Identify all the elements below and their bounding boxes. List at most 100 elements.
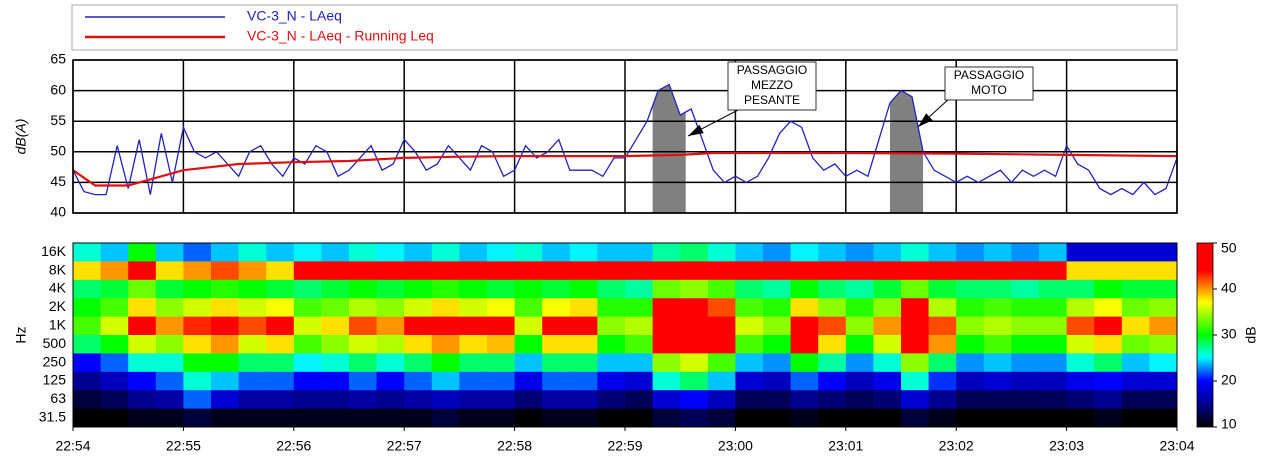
heat-cell: [73, 353, 102, 373]
heat-cell: [404, 335, 433, 354]
heat-cell: [928, 390, 957, 410]
heat-cell: [680, 298, 709, 318]
heat-cell: [1094, 353, 1123, 373]
heat-cell: [459, 408, 488, 428]
heat-cell: [128, 243, 157, 262]
heat-cell: [928, 408, 957, 428]
heat-cell: [211, 298, 240, 318]
heat-cell: [873, 279, 902, 299]
heat-cell: [431, 243, 460, 262]
line-series: [72, 151, 1178, 187]
heat-cell: [183, 353, 212, 373]
y-tick-label: 55: [50, 112, 66, 128]
heat-cell: [128, 298, 157, 318]
heat-cell: [266, 279, 295, 299]
heat-cell: [100, 243, 129, 262]
heat-cell: [790, 390, 819, 410]
y-tick-label: 2K: [49, 298, 67, 314]
heat-cell: [1094, 408, 1123, 428]
heat-cell: [569, 261, 598, 281]
heat-cell: [321, 353, 350, 373]
x-tick-label: 22:56: [276, 438, 311, 454]
heat-cell: [349, 261, 378, 281]
heat-cell: [597, 335, 626, 354]
heat-cell: [266, 316, 295, 336]
heat-cell: [652, 243, 681, 262]
y-tick-label: 60: [50, 81, 66, 97]
heat-cell: [514, 298, 543, 318]
heat-cell: [293, 298, 322, 318]
heat-cell: [1094, 335, 1123, 354]
x-tick-label: 23:03: [1049, 438, 1084, 454]
heat-cell: [542, 261, 571, 281]
heat-cell: [73, 335, 102, 354]
heat-cell: [625, 353, 654, 373]
heat-cell: [1121, 353, 1150, 373]
heat-cell: [238, 353, 267, 373]
heat-cell: [404, 371, 433, 391]
heat-cell: [1039, 390, 1068, 410]
heat-cell: [349, 371, 378, 391]
plot-frame: [72, 59, 1178, 214]
heat-cell: [376, 279, 405, 299]
heat-cell: [266, 335, 295, 354]
heat-cell: [983, 335, 1012, 354]
heat-cell: [238, 279, 267, 299]
heat-cell: [625, 390, 654, 410]
heat-cell: [542, 279, 571, 299]
heat-cell: [625, 279, 654, 299]
heat-cell: [211, 279, 240, 299]
heat-cell: [266, 243, 295, 262]
heat-cell: [266, 408, 295, 428]
heat-cell: [514, 408, 543, 428]
heat-cell: [818, 243, 847, 262]
heat-cell: [845, 335, 874, 354]
heat-cell: [901, 390, 930, 410]
x-tick-label: 23:01: [828, 438, 863, 454]
heat-cell: [845, 408, 874, 428]
heat-cell: [956, 298, 985, 318]
heat-cell: [652, 353, 681, 373]
heat-cell: [818, 371, 847, 391]
heat-cell: [1039, 353, 1068, 373]
annotation-box: [944, 66, 1034, 101]
heat-cell: [542, 298, 571, 318]
heat-cell: [625, 298, 654, 318]
heat-cell: [155, 390, 184, 410]
x-tick-label: 22:57: [387, 438, 422, 454]
heat-cell: [266, 298, 295, 318]
heat-cell: [73, 371, 102, 391]
heat-cell: [652, 390, 681, 410]
heat-cell: [487, 243, 516, 262]
heat-cell: [845, 316, 874, 336]
heat-cell: [211, 371, 240, 391]
heat-cell: [1094, 243, 1123, 262]
heat-cell: [238, 316, 267, 336]
heat-cell: [928, 316, 957, 336]
heat-cell: [790, 371, 819, 391]
heat-cell: [73, 390, 102, 410]
heat-cell: [487, 298, 516, 318]
heat-cell: [707, 316, 736, 336]
heat-cell: [100, 279, 129, 299]
heat-cell: [1011, 279, 1040, 299]
heat-cell: [1121, 335, 1150, 354]
heat-cell: [431, 408, 460, 428]
heat-cell: [956, 316, 985, 336]
annotation-text: PASSAGGIO: [737, 63, 807, 77]
heat-cell: [1094, 316, 1123, 336]
heat-cell: [349, 279, 378, 299]
heat-cell: [1066, 408, 1095, 428]
heat-cell: [763, 261, 792, 281]
heat-cell: [73, 316, 102, 336]
heat-cell: [459, 316, 488, 336]
arrow-head: [918, 113, 933, 127]
heat-cell: [1121, 371, 1150, 391]
heat-cell: [211, 261, 240, 281]
heat-cell: [321, 316, 350, 336]
heat-cell: [321, 261, 350, 281]
heat-cell: [487, 390, 516, 410]
heat-cell: [818, 408, 847, 428]
heat-cell: [211, 243, 240, 262]
heat-cell: [266, 353, 295, 373]
